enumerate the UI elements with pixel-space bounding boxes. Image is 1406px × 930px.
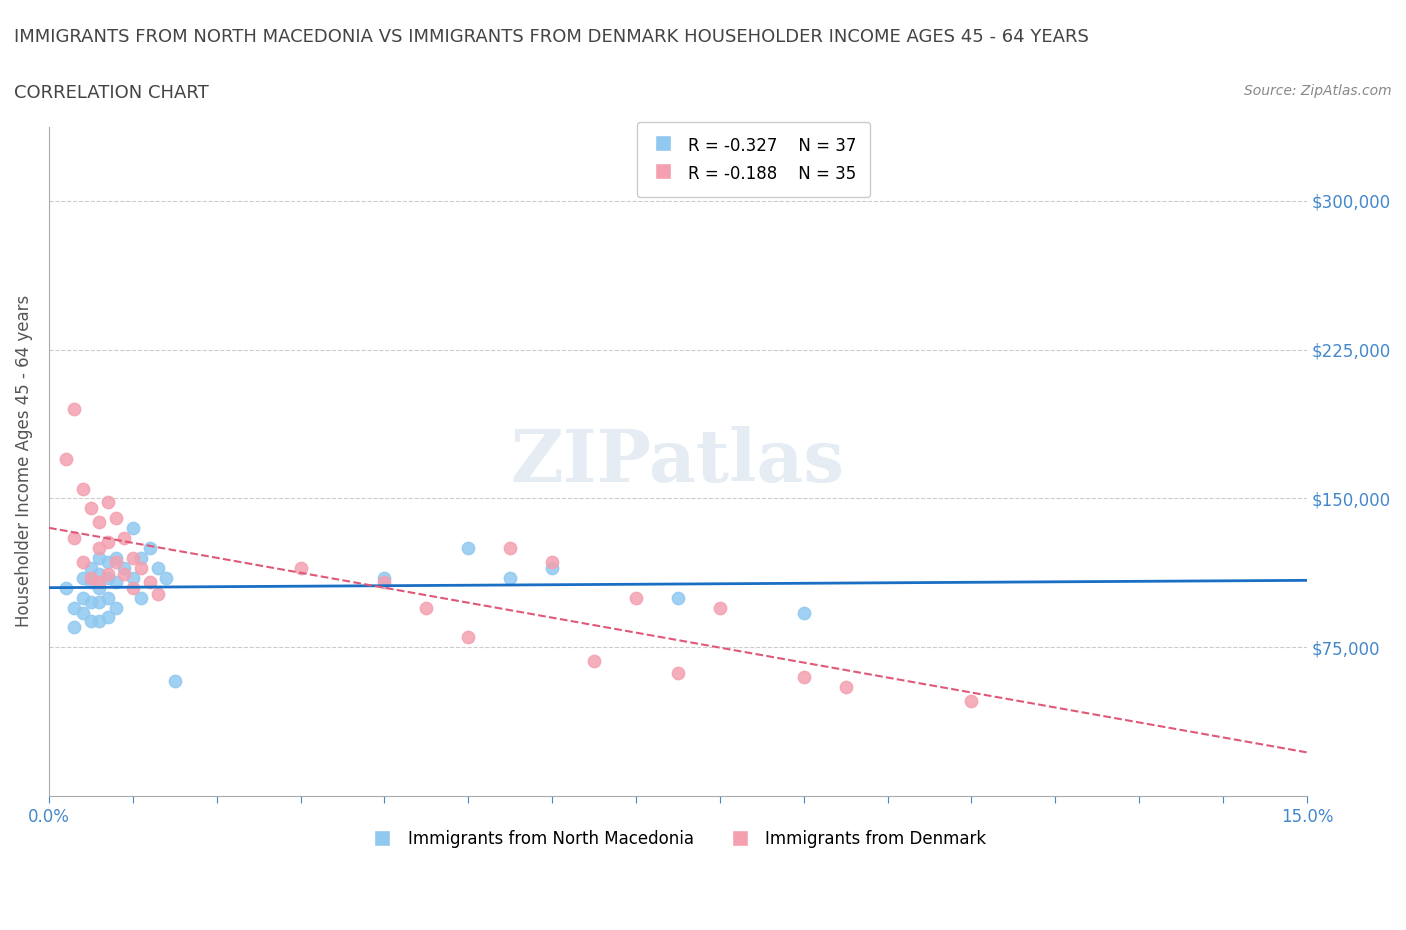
Point — [63, 531, 86, 546]
Point — [457, 630, 479, 644]
Point — [105, 600, 128, 615]
Point — [290, 561, 312, 576]
Point — [793, 606, 815, 621]
Point — [499, 540, 522, 555]
Point — [89, 540, 111, 555]
Point — [80, 575, 103, 590]
Text: CORRELATION CHART: CORRELATION CHART — [14, 84, 209, 101]
Point — [89, 614, 111, 629]
Point — [72, 591, 94, 605]
Point — [89, 551, 111, 565]
Point — [666, 591, 689, 605]
Point — [373, 570, 395, 585]
Point — [80, 570, 103, 585]
Point — [105, 554, 128, 569]
Text: Source: ZipAtlas.com: Source: ZipAtlas.com — [1244, 84, 1392, 98]
Point — [72, 481, 94, 496]
Point — [146, 561, 169, 576]
Point — [457, 540, 479, 555]
Point — [155, 570, 177, 585]
Point — [80, 594, 103, 609]
Point — [146, 586, 169, 601]
Point — [63, 620, 86, 635]
Point — [97, 535, 120, 550]
Point — [89, 594, 111, 609]
Point — [89, 515, 111, 530]
Point — [97, 610, 120, 625]
Point — [121, 570, 143, 585]
Point — [793, 670, 815, 684]
Y-axis label: Householder Income Ages 45 - 64 years: Householder Income Ages 45 - 64 years — [15, 295, 32, 628]
Point — [55, 580, 77, 595]
Point — [72, 554, 94, 569]
Point — [541, 561, 564, 576]
Point — [80, 501, 103, 516]
Point — [121, 580, 143, 595]
Point — [89, 580, 111, 595]
Point — [72, 570, 94, 585]
Point — [541, 554, 564, 569]
Point — [499, 570, 522, 585]
Point — [72, 606, 94, 621]
Point — [121, 521, 143, 536]
Legend: Immigrants from North Macedonia, Immigrants from Denmark: Immigrants from North Macedonia, Immigra… — [363, 823, 993, 855]
Point — [55, 451, 77, 466]
Point — [709, 600, 731, 615]
Point — [666, 666, 689, 681]
Point — [97, 566, 120, 581]
Point — [834, 680, 856, 695]
Text: ZIPatlas: ZIPatlas — [510, 426, 845, 497]
Point — [105, 511, 128, 525]
Point — [97, 591, 120, 605]
Point — [373, 575, 395, 590]
Point — [97, 554, 120, 569]
Point — [114, 531, 136, 546]
Point — [114, 561, 136, 576]
Point — [80, 614, 103, 629]
Point — [89, 566, 111, 581]
Point — [80, 561, 103, 576]
Point — [415, 600, 437, 615]
Point — [63, 600, 86, 615]
Point — [129, 551, 152, 565]
Point — [114, 566, 136, 581]
Point — [129, 591, 152, 605]
Point — [624, 591, 647, 605]
Point — [583, 654, 606, 669]
Point — [63, 402, 86, 417]
Point — [129, 561, 152, 576]
Point — [89, 575, 111, 590]
Point — [97, 495, 120, 510]
Point — [97, 570, 120, 585]
Text: IMMIGRANTS FROM NORTH MACEDONIA VS IMMIGRANTS FROM DENMARK HOUSEHOLDER INCOME AG: IMMIGRANTS FROM NORTH MACEDONIA VS IMMIG… — [14, 28, 1088, 46]
Point — [121, 551, 143, 565]
Point — [138, 540, 160, 555]
Point — [163, 673, 186, 688]
Point — [138, 575, 160, 590]
Point — [105, 551, 128, 565]
Point — [105, 575, 128, 590]
Point — [960, 693, 983, 708]
